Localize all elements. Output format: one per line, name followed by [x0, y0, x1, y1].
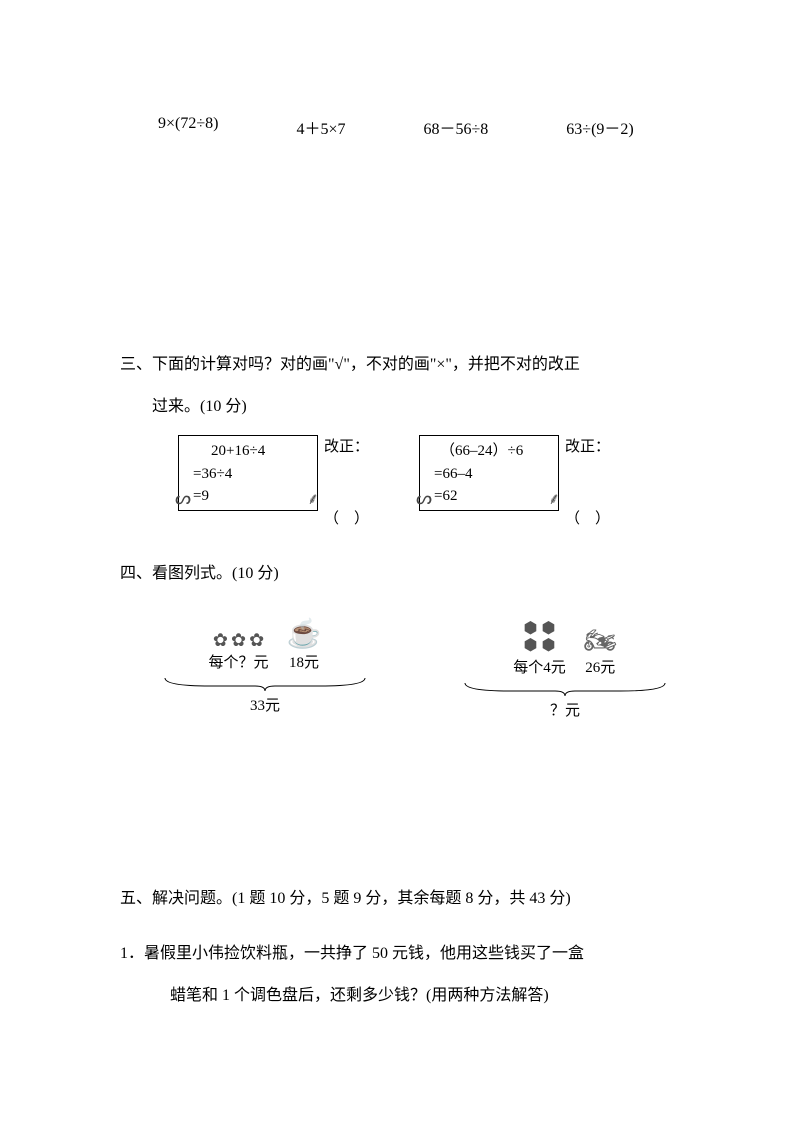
plants-group: ✿ ✿ ✿: [213, 631, 264, 649]
calc-boxes-row: 20+16÷4 =36÷4 =9 ᔕ ⸙ 改正： （ ） （66–24）÷6 =…: [120, 435, 680, 531]
figure-2-items: ⬢ ⬢ ⬢ ⬢ 每个4元 🏍 26元: [513, 621, 617, 677]
figure-2: ⬢ ⬢ ⬢ ⬢ 每个4元 🏍 26元 ？元: [460, 621, 670, 720]
motorcycle-icon: 🏍: [584, 628, 617, 654]
calc-box-2-line2: =66–4: [434, 463, 548, 486]
figure-1-items: ✿ ✿ ✿ 每个？元 ☕ 18元: [209, 621, 322, 672]
section-3-heading: 三、下面的计算对吗？对的画"√"，不对的画"×"，并把不对的改正 过来。(10 …: [120, 344, 680, 427]
figures-row: ✿ ✿ ✿ 每个？元 ☕ 18元 33元: [120, 603, 680, 720]
section-5: 五、解决问题。(1 题 10 分，5 题 9 分，其余每题 8 分，共 43 分…: [0, 720, 800, 1017]
bracket-2-label: ？元: [460, 699, 670, 720]
section-3-heading-line2: 过来。(10 分): [120, 386, 680, 428]
expression-3: 68－56÷8: [424, 115, 489, 139]
calc-box-2-line1: （66–24）÷6: [434, 440, 548, 463]
grass-icon: ⸙: [548, 488, 560, 512]
top-icon: ⬢: [541, 621, 555, 637]
bracket-1-label: 33元: [160, 694, 370, 715]
expression-2: 4＋5×7: [296, 115, 345, 139]
calc-box-1-line3: =9: [193, 485, 307, 508]
section-5-heading: 五、解决问题。(1 题 10 分，5 题 9 分，其余每题 8 分，共 43 分…: [120, 878, 680, 920]
calc-box-2-wrap: （66–24）÷6 =66–4 =62 ᔕ ⸙ 改正： （ ）: [419, 435, 610, 531]
tops-label: 每个4元: [513, 656, 566, 677]
question-1-number: 1．: [120, 945, 144, 962]
cup-label: 18元: [289, 651, 319, 672]
bracket-svg-1: [160, 676, 370, 692]
calc-box-2-side: 改正： （ ）: [559, 435, 610, 531]
bracket-2: ？元: [460, 681, 670, 720]
section-3-heading-line1: 三、下面的计算对吗？对的画"√"，不对的画"×"，并把不对的改正: [120, 344, 680, 386]
expression-row: 9×(72÷8) 4＋5×7 68－56÷8 63÷(9－2): [0, 0, 800, 139]
calc-box-1-wrap: 20+16÷4 =36÷4 =9 ᔕ ⸙ 改正： （ ）: [178, 435, 369, 531]
swan-icon: ᔕ: [416, 485, 432, 512]
calc-box-1-line1: 20+16÷4: [193, 440, 307, 463]
calc-box-1-line2: =36÷4: [193, 463, 307, 486]
question-1-line1: 1．暑假里小伟捡饮料瓶，一共挣了 50 元钱，他用这些钱买了一盒: [120, 933, 680, 975]
calc-box-2-line3: =62: [434, 485, 548, 508]
paren-2: （ ）: [559, 459, 610, 531]
paren-1: （ ）: [318, 459, 369, 531]
bracket-svg-2: [460, 681, 670, 697]
top-icon: ⬢: [524, 638, 538, 654]
tops-col: ⬢ ⬢ ⬢ ⬢ 每个4元: [513, 621, 566, 677]
plants-col: ✿ ✿ ✿ 每个？元: [209, 631, 269, 672]
cup-col: ☕ 18元: [287, 621, 322, 672]
swan-icon: ᔕ: [175, 485, 191, 512]
calc-box-1-side: 改正： （ ）: [318, 435, 369, 531]
top-icon: ⬢: [541, 638, 555, 654]
expression-4: 63÷(9－2): [566, 115, 633, 139]
question-1: 1．暑假里小伟捡饮料瓶，一共挣了 50 元钱，他用这些钱买了一盒 蜡笔和 1 个…: [120, 933, 680, 1016]
moto-label: 26元: [585, 656, 615, 677]
calc-box-1: 20+16÷4 =36÷4 =9 ᔕ ⸙: [178, 435, 318, 511]
plant-icon: ✿: [231, 631, 246, 649]
tops-group: ⬢ ⬢ ⬢ ⬢: [524, 621, 556, 654]
question-1-line2: 蜡笔和 1 个调色盘后，还剩多少钱？(用两种方法解答): [120, 975, 680, 1017]
expression-1: 9×(72÷8): [158, 115, 218, 139]
cup-icon: ☕: [287, 621, 322, 649]
correction-label-1: 改正：: [318, 435, 369, 459]
top-icon: ⬢: [524, 621, 538, 637]
section-3: 三、下面的计算对吗？对的画"√"，不对的画"×"，并把不对的改正 过来。(10 …: [0, 139, 800, 531]
grass-icon: ⸙: [307, 488, 319, 512]
bracket-1: 33元: [160, 676, 370, 715]
question-1-text1: 暑假里小伟捡饮料瓶，一共挣了 50 元钱，他用这些钱买了一盒: [144, 945, 584, 962]
figure-1: ✿ ✿ ✿ 每个？元 ☕ 18元 33元: [160, 621, 370, 720]
correction-label-2: 改正：: [559, 435, 610, 459]
calc-box-2: （66–24）÷6 =66–4 =62 ᔕ ⸙: [419, 435, 559, 511]
plants-label: 每个？元: [209, 651, 269, 672]
plant-icon: ✿: [249, 631, 264, 649]
plant-icon: ✿: [213, 631, 228, 649]
moto-col: 🏍 26元: [584, 628, 617, 677]
section-4: 四、看图列式。(10 分) ✿ ✿ ✿ 每个？元 ☕ 18元: [0, 531, 800, 720]
section-4-heading: 四、看图列式。(10 分): [120, 553, 680, 595]
